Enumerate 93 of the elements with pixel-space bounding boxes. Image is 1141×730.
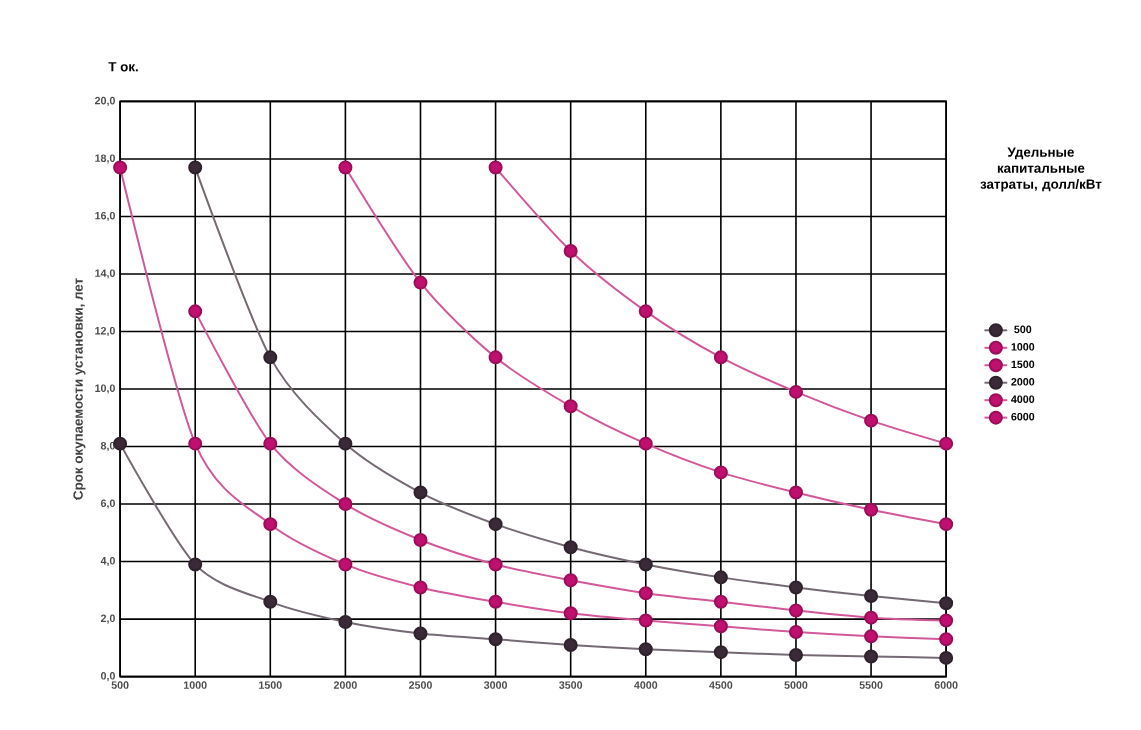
point <box>864 413 879 428</box>
point <box>939 613 954 628</box>
x-tick-label: 5000 <box>784 681 808 689</box>
point <box>939 517 954 532</box>
point <box>638 436 653 451</box>
point <box>563 540 578 555</box>
point <box>338 614 353 629</box>
point <box>713 619 728 634</box>
x-tick-label: 3500 <box>559 681 583 689</box>
x-tick-label: 3000 <box>483 681 508 689</box>
y-tick-label: 14,0 <box>95 269 115 279</box>
point <box>713 645 728 660</box>
chart-title: Т ок. <box>108 62 138 72</box>
x-tick-label: 5500 <box>859 681 883 689</box>
x-tick-label: 2000 <box>333 681 357 689</box>
y-tick-label: 20,0 <box>94 96 115 106</box>
point <box>939 596 954 611</box>
point <box>413 580 428 595</box>
y-tick-label: 4,0 <box>100 557 115 567</box>
y-tick-label: 12,0 <box>95 326 115 337</box>
point <box>338 497 353 512</box>
point <box>563 606 578 621</box>
point <box>188 160 203 175</box>
legend-label: 1500 <box>1011 360 1035 369</box>
point <box>788 384 803 399</box>
x-tick-label: 500 <box>111 681 129 689</box>
point <box>864 502 879 517</box>
point <box>563 573 578 588</box>
point <box>788 485 803 500</box>
y-tick-label: 6,0 <box>100 499 115 509</box>
point <box>713 350 728 365</box>
x-tick-label: 1500 <box>259 681 282 689</box>
point <box>413 533 428 548</box>
point <box>263 350 278 365</box>
point <box>488 350 503 365</box>
point <box>263 594 278 609</box>
point <box>713 594 728 609</box>
point <box>188 557 203 572</box>
y-tick-label: 2,0 <box>100 614 115 624</box>
legend-label: 1000 <box>1011 343 1035 351</box>
point <box>563 399 578 414</box>
x-tick-label: 4000 <box>634 681 658 689</box>
point <box>638 304 653 319</box>
point <box>488 517 503 532</box>
point <box>788 603 803 618</box>
point <box>413 485 428 500</box>
x-tick-label: 6000 <box>934 681 958 689</box>
point <box>338 436 353 451</box>
point <box>788 625 803 640</box>
y-axis-title: Срок окупаемости установки, лет <box>73 278 86 500</box>
legend-title: Удельные капитальные затраты, долл/кВт <box>980 147 1102 192</box>
point <box>413 626 428 641</box>
point <box>638 557 653 572</box>
x-tick-label: 4500 <box>709 681 733 689</box>
point <box>864 649 879 664</box>
point <box>638 613 653 628</box>
y-tick-label: 10,0 <box>95 384 115 394</box>
point <box>113 436 128 451</box>
point <box>263 436 278 451</box>
legend-label: 4000 <box>1011 395 1035 404</box>
point <box>188 436 203 451</box>
point <box>338 160 353 175</box>
legend-label: 2000 <box>1011 378 1035 386</box>
point <box>864 629 879 644</box>
point <box>338 557 353 572</box>
point <box>638 586 653 601</box>
y-tick-label: 18,0 <box>95 154 115 164</box>
point <box>563 243 578 258</box>
point <box>939 650 954 665</box>
point <box>713 570 728 585</box>
point <box>263 517 278 532</box>
point <box>488 557 503 572</box>
point <box>939 632 954 647</box>
point <box>113 160 128 175</box>
point <box>864 610 879 625</box>
x-tick-label: 2500 <box>408 681 432 689</box>
point <box>864 589 879 604</box>
point <box>488 594 503 609</box>
point <box>713 465 728 480</box>
point <box>488 160 503 175</box>
point <box>788 648 803 663</box>
point <box>188 304 203 319</box>
point <box>563 637 578 652</box>
point <box>638 642 653 657</box>
point <box>788 580 803 595</box>
y-tick-label: 0,0 <box>100 672 115 682</box>
x-tick-label: 1000 <box>184 681 207 689</box>
legend-label: 6000 <box>1011 412 1035 421</box>
point <box>488 632 503 647</box>
legend-label: 500 <box>1014 325 1032 334</box>
y-tick-label: 16,0 <box>95 211 115 222</box>
point <box>413 275 428 290</box>
point <box>939 436 954 451</box>
